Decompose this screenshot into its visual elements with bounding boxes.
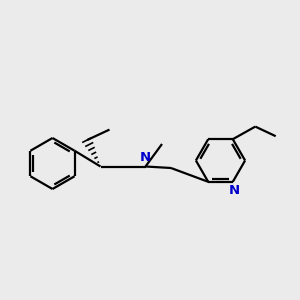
Text: N: N <box>229 184 240 197</box>
Text: N: N <box>140 151 151 164</box>
